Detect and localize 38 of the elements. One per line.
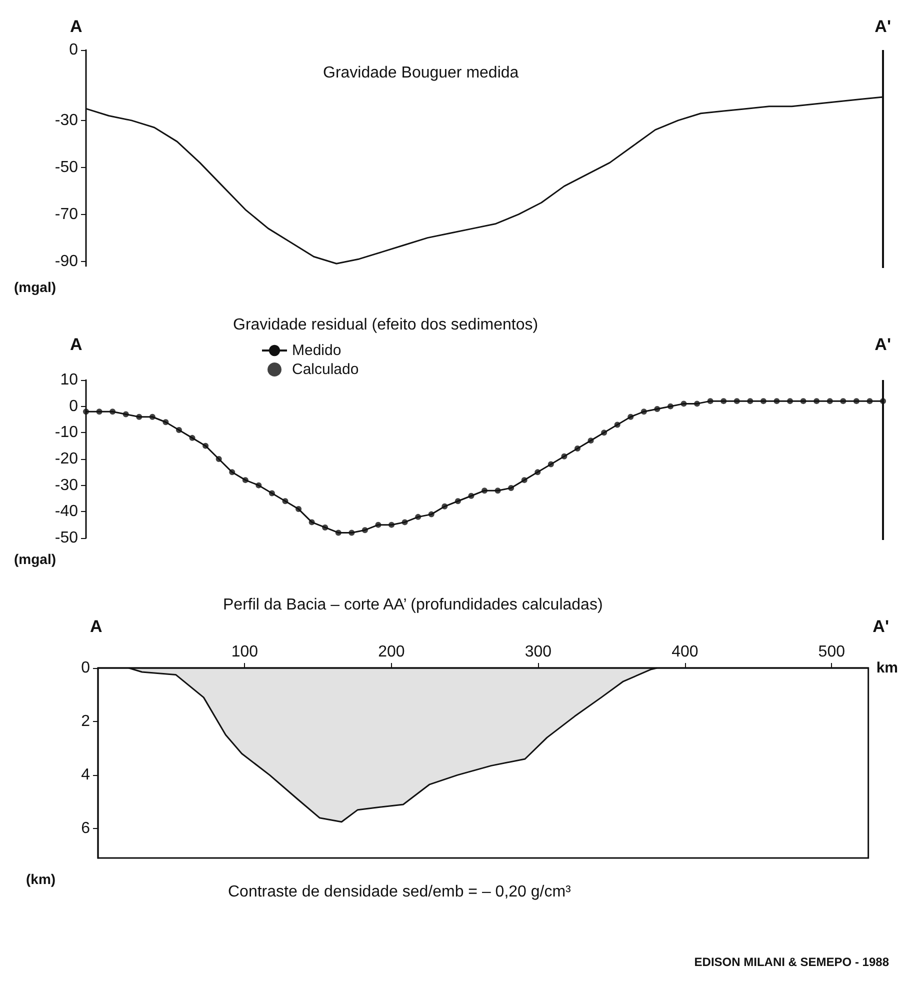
y-tick-label: 6 [81,820,90,838]
text: A [90,617,102,636]
x-tick-label: 200 [378,644,405,660]
y-tick-label: 10 [60,372,78,388]
text: A' [874,335,892,354]
y-tick-label: 0 [69,42,78,58]
x-axis-title: km [876,660,898,676]
y-axis-title: (mgal) [14,551,56,567]
x-tick-label: 100 [231,644,258,660]
y-axis-title: (km) [26,871,56,887]
text: A' [872,617,890,636]
legend-label: Medido [292,342,342,359]
y-tick-label: -90 [54,252,78,270]
text: A' [874,17,892,36]
x-tick-label: 500 [818,644,846,660]
text: Contraste de densidade sed/emb = – 0,20 g/cm³ [228,884,572,900]
x-tick-label: 300 [524,644,552,660]
text: EDISON MILANI & SEMEPO - 1988 [694,955,890,969]
y-tick-label: -50 [54,158,78,176]
text: A [70,17,82,36]
x-tick-label: 400 [672,644,698,660]
y-tick-label: 0 [81,660,90,676]
y-tick-label: -50 [54,530,78,546]
y-tick-label: -10 [54,424,78,442]
y-axis-title: (mgal) [14,279,56,295]
y-tick-label: -30 [54,476,78,494]
text: A [70,335,82,354]
y-tick-label: -30 [54,112,78,129]
y-tick-label: -70 [54,206,78,223]
y-tick-label: -20 [54,450,78,468]
y-tick-label: -40 [54,503,78,520]
y-tick-label: 2 [81,713,90,730]
legend-label: Calculado [292,361,359,378]
y-tick-label: 4 [81,766,90,784]
text: Gravidade Bouguer medida [323,64,519,82]
y-tick-label: 0 [69,398,78,415]
chart-title: Perfil da Bacia – corte AA’ (profundidades calculadas) [223,596,603,614]
chart-title: Gravidade residual (efeito dos sedimentos) [233,316,538,334]
